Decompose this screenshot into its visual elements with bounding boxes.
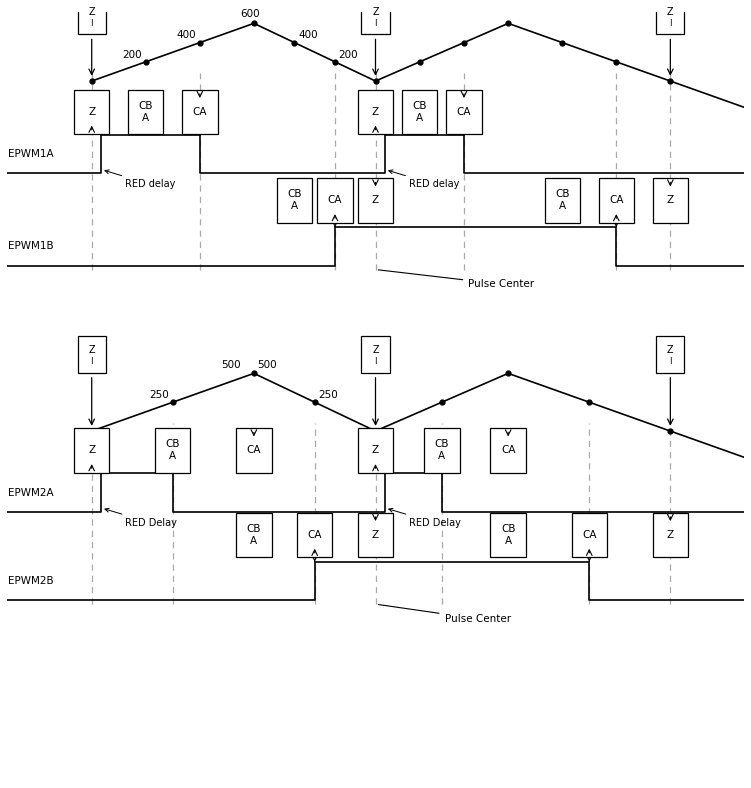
Text: Z: Z: [372, 195, 379, 206]
Text: I: I: [374, 19, 377, 28]
Text: A: A: [250, 536, 258, 546]
FancyBboxPatch shape: [653, 178, 688, 222]
Text: CA: CA: [327, 195, 342, 206]
Text: 250: 250: [318, 390, 338, 400]
Text: 500: 500: [221, 359, 240, 370]
FancyBboxPatch shape: [357, 428, 394, 473]
FancyBboxPatch shape: [490, 428, 526, 473]
Text: Z: Z: [89, 7, 95, 17]
Text: RED delay: RED delay: [105, 170, 175, 189]
Text: 400: 400: [298, 30, 318, 40]
FancyBboxPatch shape: [424, 428, 460, 473]
Text: EPWM1B: EPWM1B: [8, 241, 54, 251]
Text: Z: Z: [372, 530, 379, 540]
Text: 600: 600: [240, 9, 260, 19]
Text: CB: CB: [555, 189, 569, 199]
Text: EPWM2A: EPWM2A: [8, 488, 54, 497]
FancyBboxPatch shape: [236, 512, 272, 557]
Text: Z: Z: [89, 345, 95, 355]
Text: I: I: [90, 19, 93, 28]
Text: RED Delay: RED Delay: [105, 508, 176, 528]
Text: 250: 250: [149, 390, 169, 400]
Text: Z: Z: [88, 107, 95, 117]
Text: I: I: [374, 357, 377, 366]
FancyBboxPatch shape: [599, 178, 634, 222]
Text: 200: 200: [122, 50, 142, 60]
FancyBboxPatch shape: [182, 90, 218, 134]
FancyBboxPatch shape: [544, 178, 580, 222]
Text: RED delay: RED delay: [389, 170, 459, 189]
Text: 200: 200: [339, 50, 358, 60]
Text: RED Delay: RED Delay: [389, 508, 460, 528]
FancyBboxPatch shape: [653, 512, 688, 557]
Text: CA: CA: [501, 445, 515, 455]
Text: CA: CA: [457, 107, 471, 117]
FancyBboxPatch shape: [297, 512, 333, 557]
FancyBboxPatch shape: [361, 0, 390, 34]
FancyBboxPatch shape: [357, 90, 394, 134]
Text: Z: Z: [372, 345, 379, 355]
FancyBboxPatch shape: [357, 178, 394, 222]
Text: 500: 500: [258, 359, 277, 370]
FancyBboxPatch shape: [361, 336, 390, 373]
Text: Z: Z: [667, 530, 674, 540]
FancyBboxPatch shape: [77, 0, 106, 34]
Text: CB: CB: [287, 189, 302, 199]
Text: I: I: [669, 19, 671, 28]
Text: CA: CA: [609, 195, 623, 206]
FancyBboxPatch shape: [128, 90, 164, 134]
Text: I: I: [90, 357, 93, 366]
FancyBboxPatch shape: [236, 428, 272, 473]
Text: Z: Z: [372, 445, 379, 455]
Text: Z: Z: [88, 445, 95, 455]
FancyBboxPatch shape: [656, 0, 684, 34]
Text: 400: 400: [176, 30, 196, 40]
FancyBboxPatch shape: [357, 512, 394, 557]
Text: A: A: [142, 113, 149, 123]
FancyBboxPatch shape: [446, 90, 481, 134]
Text: Pulse Center: Pulse Center: [379, 604, 511, 624]
FancyBboxPatch shape: [656, 336, 684, 373]
Text: A: A: [505, 536, 511, 546]
Text: CB: CB: [435, 439, 449, 449]
Text: EPWM2B: EPWM2B: [8, 576, 54, 586]
Text: CB: CB: [246, 524, 261, 533]
Text: CB: CB: [165, 439, 180, 449]
FancyBboxPatch shape: [155, 428, 191, 473]
Text: Z: Z: [372, 107, 379, 117]
FancyBboxPatch shape: [490, 512, 526, 557]
Text: I: I: [669, 357, 671, 366]
Text: Pulse Center: Pulse Center: [379, 269, 535, 289]
Text: A: A: [416, 113, 424, 123]
Text: A: A: [559, 202, 566, 211]
Text: Z: Z: [667, 195, 674, 206]
Text: A: A: [291, 202, 298, 211]
Text: A: A: [169, 452, 176, 462]
FancyBboxPatch shape: [77, 336, 106, 373]
Text: CA: CA: [246, 445, 261, 455]
Text: CA: CA: [307, 530, 322, 540]
FancyBboxPatch shape: [402, 90, 437, 134]
FancyBboxPatch shape: [317, 178, 353, 222]
FancyBboxPatch shape: [74, 90, 110, 134]
Text: Z: Z: [667, 345, 674, 355]
Text: CA: CA: [582, 530, 596, 540]
FancyBboxPatch shape: [74, 428, 110, 473]
Text: A: A: [439, 452, 445, 462]
FancyBboxPatch shape: [276, 178, 312, 222]
Text: CA: CA: [192, 107, 207, 117]
Text: CB: CB: [501, 524, 515, 533]
FancyBboxPatch shape: [572, 512, 607, 557]
Text: Z: Z: [372, 7, 379, 17]
Text: CB: CB: [412, 101, 427, 110]
Text: EPWM1A: EPWM1A: [8, 149, 54, 159]
Text: CB: CB: [138, 101, 153, 110]
Text: Z: Z: [667, 7, 674, 17]
